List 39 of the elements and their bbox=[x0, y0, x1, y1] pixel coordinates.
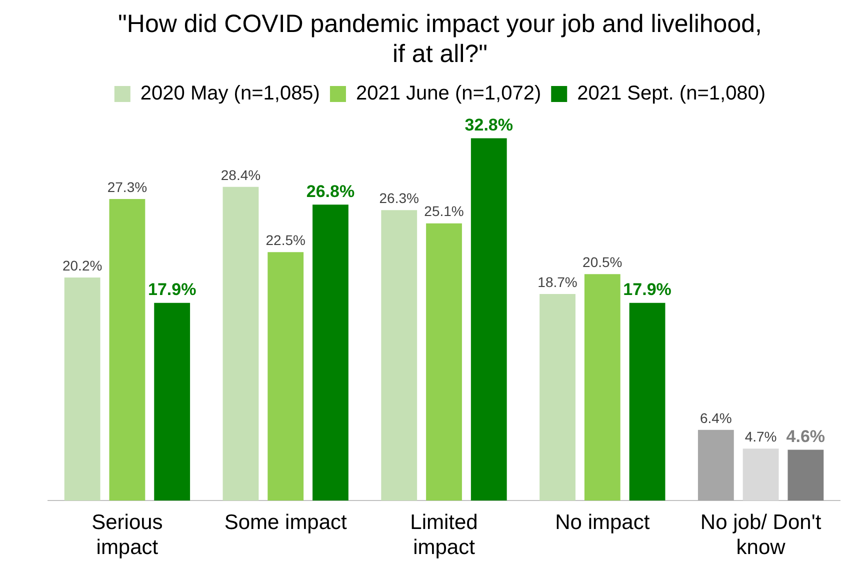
bar bbox=[64, 277, 100, 501]
data-label: 32.8% bbox=[464, 115, 513, 134]
legend-label: 2021 June (n=1,072) bbox=[356, 82, 542, 105]
data-label: 27.3% bbox=[107, 178, 148, 195]
x-tick-label: Some impact bbox=[224, 510, 348, 534]
bar bbox=[312, 204, 348, 501]
data-label: 18.7% bbox=[538, 274, 578, 290]
data-label: 6.4% bbox=[700, 410, 732, 426]
bar bbox=[742, 448, 779, 501]
bar bbox=[788, 450, 824, 501]
bar bbox=[470, 138, 507, 501]
bar bbox=[268, 252, 304, 501]
x-tick-label: Limited impact bbox=[410, 510, 478, 560]
data-label: 26.8% bbox=[306, 182, 355, 201]
data-label: 4.6% bbox=[786, 426, 826, 446]
legend-label: 2021 Sept. (n=1,080) bbox=[577, 82, 766, 105]
data-label: 17.9% bbox=[148, 280, 196, 300]
bar bbox=[109, 199, 146, 501]
bar bbox=[426, 223, 462, 501]
chart-title: "How did COVID pandemic impact your job and livelihood, if at all?" bbox=[118, 10, 762, 68]
data-label: 4.7% bbox=[744, 428, 777, 445]
x-tick-label: No impact bbox=[555, 510, 650, 534]
bar bbox=[629, 302, 666, 501]
legend-label: 2020 May (n=1,085) bbox=[140, 82, 320, 105]
data-label: 20.2% bbox=[62, 257, 102, 274]
bar bbox=[222, 186, 259, 501]
x-tick-label: No job/ Don't know bbox=[700, 510, 822, 560]
bar bbox=[698, 430, 734, 501]
bar bbox=[381, 210, 418, 501]
data-label: 25.1% bbox=[424, 203, 464, 220]
data-label: 22.5% bbox=[266, 232, 306, 248]
data-label: 26.3% bbox=[379, 190, 419, 206]
data-label: 17.9% bbox=[623, 280, 672, 300]
bar bbox=[154, 302, 190, 501]
bar bbox=[584, 274, 620, 501]
x-tick-label: Serious impact bbox=[92, 510, 163, 560]
bar bbox=[540, 294, 576, 501]
data-label: 28.4% bbox=[220, 166, 261, 183]
data-label: 20.5% bbox=[582, 254, 622, 270]
